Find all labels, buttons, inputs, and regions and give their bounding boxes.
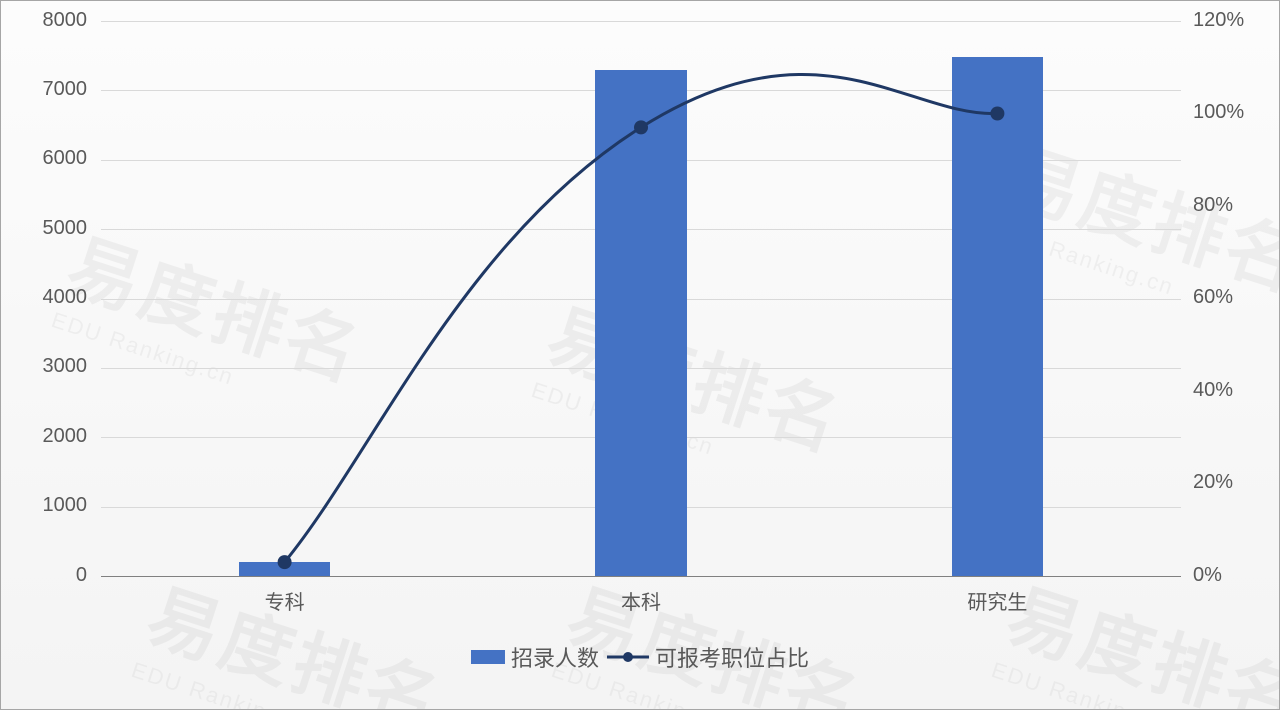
- y-right-tick: 120%: [1193, 9, 1244, 32]
- line-series: [101, 21, 1181, 576]
- y-right-tick: 20%: [1193, 471, 1233, 494]
- legend-swatch-bar: [471, 650, 505, 664]
- legend: 招录人数 可报考职位占比: [471, 641, 809, 673]
- y-right-tick: 100%: [1193, 101, 1244, 124]
- y-left-tick: 8000: [43, 9, 88, 32]
- y-left-tick: 4000: [43, 286, 88, 309]
- watermark: 易度排名EDU Ranking.cn: [548, 557, 878, 709]
- x-tick: 本科: [621, 586, 661, 615]
- combo-chart: 易度排名EDU Ranking.cn 易度排名EDU Ranking.cn 易度排名…: [0, 0, 1280, 710]
- y-left-tick: 5000: [43, 217, 88, 240]
- legend-item-line: 可报考职位占比: [607, 641, 809, 673]
- y-left-tick: 7000: [43, 78, 88, 101]
- legend-item-bar: 招录人数: [471, 641, 599, 673]
- line-marker: [278, 555, 292, 569]
- x-axis-baseline: [101, 576, 1181, 577]
- y-left-tick: 0: [76, 564, 87, 587]
- y-right-tick: 60%: [1193, 286, 1233, 309]
- y-left-tick: 6000: [43, 147, 88, 170]
- legend-swatch-line: [607, 650, 649, 664]
- y-left-tick: 3000: [43, 355, 88, 378]
- plot-area: [101, 21, 1181, 576]
- watermark: 易度排名EDU Ranking.cn: [988, 557, 1279, 709]
- y-right-tick: 0%: [1193, 564, 1222, 587]
- x-tick: 专科: [265, 586, 305, 615]
- y-right-tick: 40%: [1193, 379, 1233, 402]
- y-left-tick: 1000: [43, 494, 88, 517]
- line-marker: [990, 107, 1004, 121]
- y-left-tick: 2000: [43, 425, 88, 448]
- x-tick: 研究生: [967, 586, 1027, 615]
- y-right-tick: 80%: [1193, 194, 1233, 217]
- legend-label-line: 可报考职位占比: [655, 641, 809, 673]
- watermark: 易度排名EDU Ranking.cn: [128, 557, 458, 709]
- legend-label-bar: 招录人数: [511, 641, 599, 673]
- line-marker: [634, 120, 648, 134]
